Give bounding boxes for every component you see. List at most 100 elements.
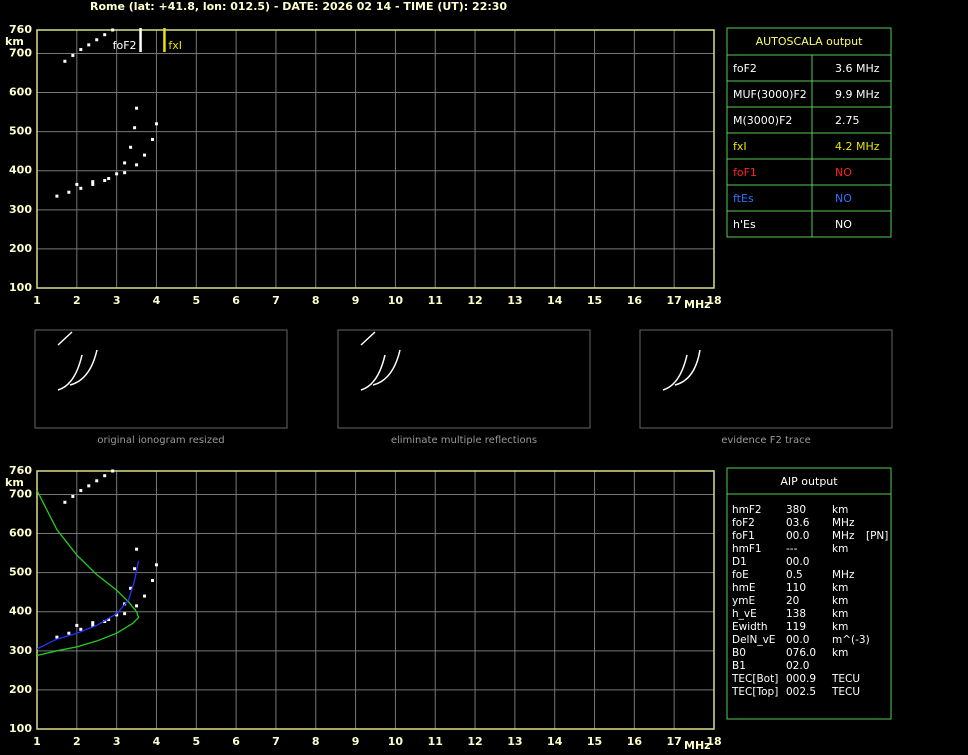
echo-point (103, 33, 107, 37)
echo-point (135, 604, 139, 608)
echo-point (91, 182, 95, 186)
echo-point (123, 612, 127, 616)
autoscala-title: AUTOSCALA output (756, 35, 864, 48)
y-tick-label: 500 (9, 125, 32, 138)
aip-cell: hmF2 (732, 504, 762, 516)
thumb-trace (674, 349, 701, 386)
echo-point (133, 567, 137, 571)
echo-point (103, 179, 107, 182)
x-tick-label: 13 (507, 294, 522, 307)
echo-point (129, 145, 133, 149)
aip-cell: 002.5 (786, 686, 816, 698)
x-tick-label: 11 (428, 294, 443, 307)
aip-cell: km (832, 647, 848, 659)
autoscala-label: h'Es (733, 218, 756, 231)
x-tick-label: 18 (706, 735, 721, 748)
echo-point (87, 43, 91, 47)
aip-cell: MHz (832, 530, 855, 542)
aip-cell: 02.0 (786, 660, 809, 672)
thumbnail (639, 329, 893, 429)
x-tick-label: 3 (113, 294, 121, 307)
echo-point (107, 618, 111, 622)
thumb-trace (69, 349, 98, 386)
echo-point (63, 59, 67, 63)
echo-point (115, 172, 119, 176)
aip-cell: DelN_vE (732, 634, 775, 646)
x-tick-label: 5 (192, 735, 200, 748)
echo-point (79, 627, 83, 631)
aip-cell: 03.6 (786, 517, 810, 529)
aip-cell: --- (786, 543, 798, 555)
aip-cell: km (832, 504, 848, 516)
thumb-trace (57, 331, 73, 346)
aip-cell: 119 (786, 621, 806, 633)
y-axis-label: km (5, 35, 24, 48)
echo-point (79, 186, 83, 190)
autoscala-label: MUF(3000)F2 (733, 88, 807, 101)
y-tick-label: 760 (9, 23, 32, 36)
y-tick-label: 300 (9, 203, 32, 216)
aip-cell: TECU (831, 686, 860, 698)
thumbnail-caption: original ionogram resized (97, 435, 224, 446)
x-tick-label: 11 (428, 735, 443, 748)
x-tick-label: 8 (312, 294, 320, 307)
x-tick-label: 9 (352, 294, 360, 307)
aip-cell: ymE (732, 595, 755, 607)
aip-cell: 076.0 (786, 647, 816, 659)
header: Rome (lat: +41.8, lon: 012.5) - DATE: 20… (90, 0, 507, 13)
x-axis-label: MHz (684, 298, 711, 311)
aip-cell: km (832, 582, 848, 594)
echo-point (71, 494, 75, 498)
aip-cell: Ewidth (732, 621, 768, 633)
aip-cell: 00.0 (786, 634, 809, 646)
y-tick-label: 700 (9, 487, 32, 500)
echo-point (95, 38, 99, 42)
x-tick-label: 12 (467, 294, 482, 307)
x-tick-label: 1 (33, 735, 41, 748)
echo-point (135, 547, 139, 551)
x-tick-label: 16 (627, 294, 643, 307)
aip-cell: m^(-3) (832, 634, 870, 646)
aip-cell: 00.0 (786, 556, 809, 568)
echo-point (150, 578, 154, 582)
echo-point (67, 631, 71, 635)
x-tick-label: 7 (272, 294, 280, 307)
echo-point (79, 489, 83, 493)
echo-point (55, 194, 59, 198)
aip-cell: km (832, 543, 848, 555)
x-tick-label: 14 (547, 294, 563, 307)
aip-cell: hmE (732, 582, 756, 594)
thumbnail (34, 329, 288, 429)
aip-cell: B0 (732, 647, 746, 659)
autoscala-value: 9.9 MHz (835, 88, 880, 101)
echo-point (111, 28, 115, 32)
thumbnail-art (57, 331, 701, 391)
echo-point (150, 137, 154, 141)
x-tick-label: 3 (113, 735, 121, 748)
autoscala-value: NO (835, 192, 852, 205)
x-tick-label: 14 (547, 735, 563, 748)
x-tick-label: 9 (352, 735, 360, 748)
x-tick-label: 5 (192, 294, 200, 307)
echo-point (135, 106, 139, 110)
aip-title: AIP output (780, 475, 838, 488)
echo-point (143, 153, 147, 157)
autoscala-label: M(3000)F2 (733, 114, 792, 127)
thumb-trace (662, 354, 688, 391)
aip-cell: hmF1 (732, 543, 762, 555)
thumb-trace (57, 354, 83, 391)
profile-line (36, 490, 140, 657)
echo-point (123, 161, 127, 165)
echo-point (71, 53, 75, 57)
autoscala-label: ftEs (733, 192, 754, 205)
marker-label: foF2 (113, 39, 137, 52)
aip-cell: 380 (786, 504, 806, 516)
aip-cell: TEC[Top] (731, 686, 778, 698)
x-tick-label: 6 (232, 294, 240, 307)
x-tick-label: 10 (388, 294, 404, 307)
aip-cell: km (832, 595, 848, 607)
autoscala-value: 2.75 (835, 114, 860, 127)
echo-point (129, 586, 133, 590)
aip-cell: 000.9 (786, 673, 816, 685)
echo-point (154, 122, 158, 126)
